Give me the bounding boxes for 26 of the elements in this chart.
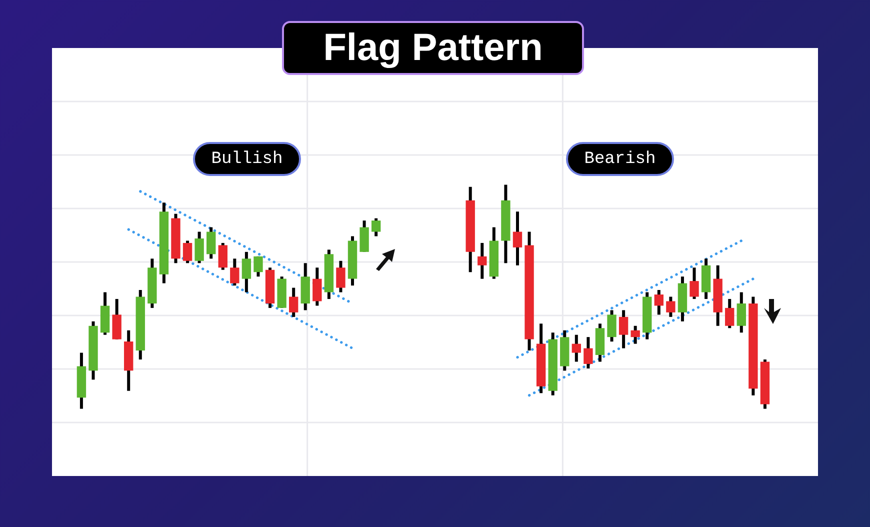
candlestick — [690, 268, 699, 299]
candlestick — [654, 290, 664, 315]
chart-title: Flag Pattern — [282, 21, 584, 75]
candlestick — [206, 227, 216, 259]
candlestick — [218, 242, 228, 270]
text: Bearish — [566, 142, 674, 176]
candlestick — [336, 260, 346, 292]
text: Bullish — [193, 142, 301, 176]
candlestick — [182, 240, 192, 264]
candlestick — [572, 334, 582, 362]
candlestick — [254, 256, 263, 277]
candlestick — [725, 298, 734, 328]
candlestick — [618, 310, 628, 348]
candlestick — [607, 310, 616, 342]
candlestick — [288, 288, 298, 317]
candlestick — [312, 268, 322, 306]
candlestick — [194, 232, 204, 264]
candlestick — [512, 212, 522, 266]
candlestick — [478, 242, 487, 279]
candlestick — [666, 296, 676, 317]
candlestick — [371, 218, 381, 236]
candlestick — [230, 258, 240, 286]
candlestick — [242, 252, 252, 292]
candlestick — [584, 337, 593, 368]
candlestick — [736, 292, 746, 333]
candlestick — [630, 326, 640, 344]
